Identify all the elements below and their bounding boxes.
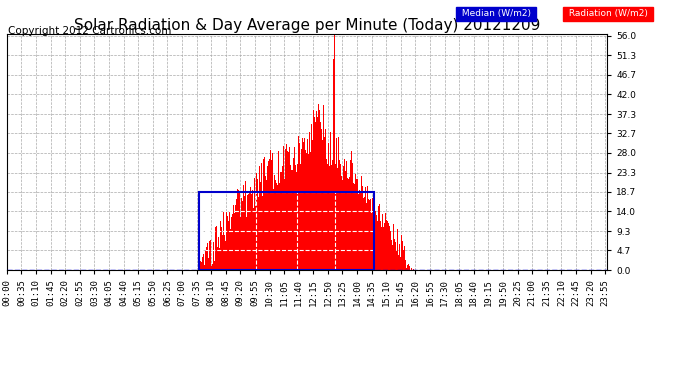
Text: Median (W/m2): Median (W/m2) — [459, 9, 534, 18]
Text: Radiation (W/m2): Radiation (W/m2) — [566, 9, 651, 18]
Title: Solar Radiation & Day Average per Minute (Today) 20121209: Solar Radiation & Day Average per Minute… — [74, 18, 540, 33]
Bar — [199, 192, 374, 270]
Text: Copyright 2012 Cartronics.com: Copyright 2012 Cartronics.com — [8, 26, 172, 36]
